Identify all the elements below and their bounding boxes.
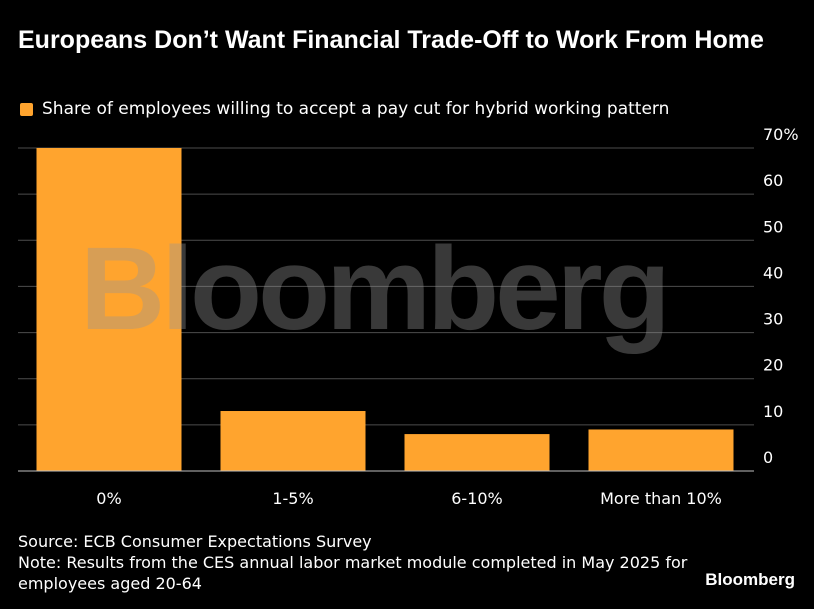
x-tick-label: 6-10% [451, 489, 503, 508]
bloomberg-logo: Bloomberg [705, 570, 795, 589]
x-tick-label: More than 10% [600, 489, 722, 508]
x-tick-label: 0% [96, 489, 121, 508]
y-tick-label: 0 [763, 448, 773, 467]
legend: Share of employees willing to accept a p… [18, 99, 669, 119]
bar [220, 411, 366, 471]
bar-chart: 0 10 20 30 40 50 60 70% 0% 1-5% 6-10% More than 10% [18, 125, 799, 508]
legend-label: Share of employees willing to accept a p… [42, 99, 670, 119]
chart-title: Europeans Don’t Want Financial Trade-Off… [18, 26, 764, 54]
bar [404, 434, 550, 471]
legend-swatch [20, 102, 33, 116]
y-tick-label: 70% [763, 125, 799, 144]
footnote: Note: Results from the CES annual labor … [18, 553, 688, 593]
y-tick-label: 40 [763, 263, 783, 282]
x-tick-label: 1-5% [272, 489, 313, 508]
y-tick-label: 60 [763, 171, 783, 190]
bar [36, 148, 182, 471]
y-tick-label: 50 [763, 217, 783, 236]
y-tick-label: 10 [763, 402, 783, 421]
y-tick-label: 20 [763, 356, 783, 375]
source-note: Source: ECB Consumer Expectations Survey [18, 532, 372, 551]
y-tick-label: 30 [763, 310, 783, 329]
bar [588, 429, 734, 471]
footer: Source: ECB Consumer Expectations Survey… [18, 531, 718, 594]
